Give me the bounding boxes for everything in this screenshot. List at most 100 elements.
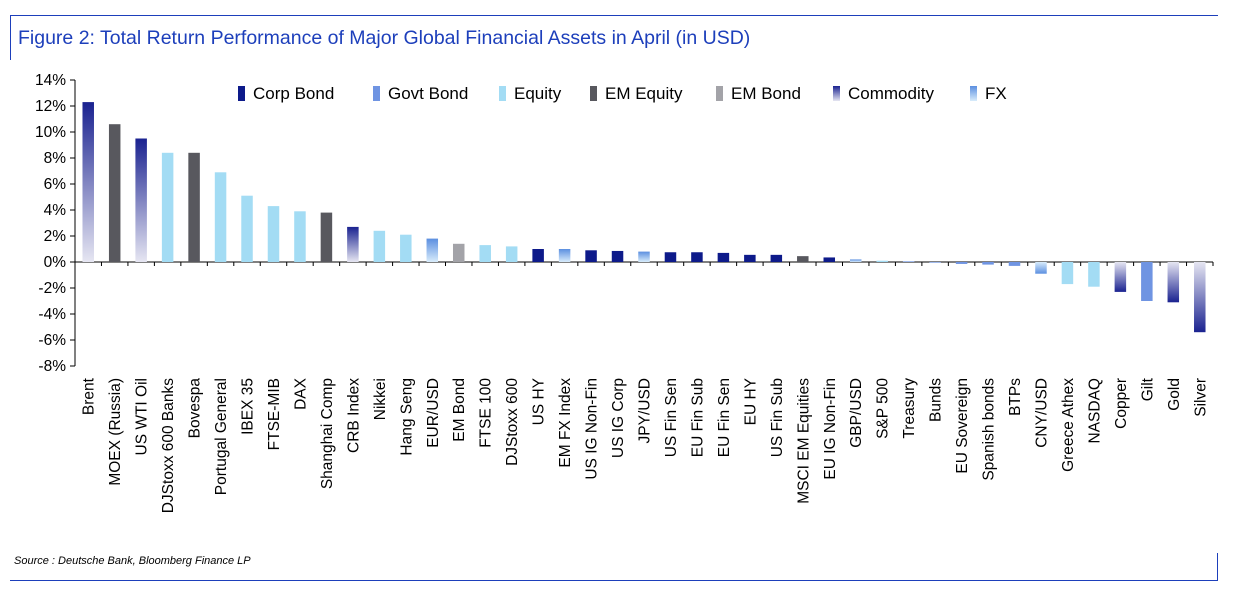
x-label-em-fx-index: EM FX Index <box>557 378 574 468</box>
bar-eu-sovereign <box>955 262 968 264</box>
bar-em-fx-index <box>558 249 571 262</box>
x-label-djstoxx-600-banks: DJStoxx 600 Banks <box>160 378 177 514</box>
legend-swatch-equity <box>499 86 506 101</box>
x-label-bunds: Bunds <box>928 378 945 422</box>
y-tick-label: 8% <box>44 150 67 167</box>
bar-nasdaq <box>1088 262 1100 287</box>
bar-treasury <box>902 261 915 262</box>
legend-swatch-commodity <box>833 86 840 101</box>
x-label-silver: Silver <box>1192 378 1209 417</box>
y-tick-label: 6% <box>44 176 67 193</box>
legend-label-commodity: Commodity <box>848 84 934 103</box>
bar-ftse-100 <box>479 245 491 262</box>
bar-ibex-35 <box>241 195 253 262</box>
y-tick-label: 14% <box>35 72 66 89</box>
bar-s-p-500 <box>876 260 888 262</box>
bar-us-ig-non-fin <box>585 250 597 262</box>
bar-djstoxx-600 <box>505 246 518 262</box>
x-label-us-hy: US HY <box>531 378 548 425</box>
legend-label-em-equity: EM Equity <box>605 84 683 103</box>
y-tick-label: -6% <box>38 332 66 349</box>
x-label-dax: DAX <box>292 377 309 410</box>
axes: 14% 12% 10% 8% 6% 4% 2% 0% -2% -4% -6% -8% <box>35 72 1214 375</box>
bar-brent <box>82 102 94 262</box>
x-label-s-p-500: S&P 500 <box>875 378 892 439</box>
bar-gold <box>1167 262 1180 303</box>
legend-swatch-fx <box>970 86 977 101</box>
y-tick-label: 2% <box>44 228 67 245</box>
x-label-eu-sovereign: EU Sovereign <box>954 378 971 474</box>
bar-moex-russia <box>108 124 121 262</box>
x-label-eur-usd: EUR/USD <box>425 378 442 448</box>
bar-us-fin-sen <box>664 252 677 262</box>
x-label-cny-usd: CNY/USD <box>1033 378 1050 448</box>
y-tick-label: -4% <box>38 306 66 323</box>
x-label-brent: Brent <box>81 377 98 415</box>
legend-swatch-govt-bond <box>373 86 380 101</box>
chart-title: Figure 2: Total Return Performance of Ma… <box>18 27 751 49</box>
bars <box>82 102 1206 333</box>
x-label-us-ig-corp: US IG Corp <box>610 378 627 458</box>
y-tick-label: 0% <box>44 254 67 271</box>
x-label-gilt: Gilt <box>1139 377 1156 401</box>
bar-eu-fin-sub <box>691 252 703 262</box>
bar-us-wti-oil <box>135 138 147 262</box>
x-label-jpy-usd: JPY/USD <box>637 378 654 443</box>
x-label-us-fin-sub: US Fin Sub <box>769 378 786 457</box>
x-label-gold: Gold <box>1166 378 1183 411</box>
bar-eu-fin-sen <box>717 252 730 262</box>
frame-top-border <box>10 15 1218 16</box>
bar-msci-em-equities <box>797 256 809 262</box>
x-label-eu-ig-non-fin: EU IG Non-Fin <box>822 378 839 480</box>
bar-gbp-usd <box>849 259 862 262</box>
x-label-spanish-bonds: Spanish bonds <box>981 378 998 481</box>
bar-eu-ig-non-fin <box>823 257 836 262</box>
x-label-msci-em-equities: MSCI EM Equities <box>795 378 812 504</box>
x-label-djstoxx-600: DJStoxx 600 <box>504 378 521 466</box>
bar-cny-usd <box>1035 262 1047 274</box>
x-label-ibex-35: IBEX 35 <box>240 378 257 435</box>
legend-swatch-corp-bond <box>238 86 245 101</box>
x-label-us-wti-oil: US WTI Oil <box>134 378 151 456</box>
x-label-moex-russia: MOEX (Russia) <box>107 378 124 486</box>
x-label-eu-fin-sub: EU Fin Sub <box>689 378 706 457</box>
x-label-portugal-general: Portugal General <box>213 378 230 495</box>
bar-bunds <box>929 262 941 263</box>
x-label-btps: BTPs <box>1007 378 1024 416</box>
frame-bottom-border <box>10 580 1218 581</box>
x-label-bovespa: Bovespa <box>187 378 204 439</box>
x-label-us-fin-sen: US Fin Sen <box>663 378 680 457</box>
bar-btps <box>1008 262 1021 266</box>
legend-label-govt-bond: Govt Bond <box>388 84 468 103</box>
bar-greece-athex <box>1061 262 1074 285</box>
bar-chart: 14% 12% 10% 8% 6% 4% 2% 0% -2% -4% -6% -8% Corp Bon… <box>35 72 1214 514</box>
bar-silver <box>1194 262 1206 333</box>
y-tick-label: 10% <box>35 124 66 141</box>
x-label-nasdaq: NASDAQ <box>1086 378 1103 443</box>
x-label-ftse-mib: FTSE-MIB <box>266 378 283 450</box>
bar-crb-index <box>347 226 359 262</box>
legend-swatch-em-bond <box>716 86 723 101</box>
bar-ftse-mib <box>267 206 280 262</box>
x-label-us-ig-non-fin: US IG Non-Fin <box>584 378 601 480</box>
x-label-hang-seng: Hang Seng <box>398 378 415 456</box>
x-label-nikkei: Nikkei <box>372 378 389 420</box>
legend-label-equity: Equity <box>514 84 562 103</box>
y-tick-label: 4% <box>44 202 67 219</box>
frame-left-border <box>10 15 11 60</box>
x-label-shanghai-comp: Shanghai Comp <box>319 378 336 489</box>
x-label-copper: Copper <box>1113 378 1130 429</box>
y-tick-label: 12% <box>35 98 66 115</box>
source-note: Source : Deutsche Bank, Bloomberg Financ… <box>14 555 251 567</box>
bar-bovespa <box>188 152 200 262</box>
bar-gilt <box>1141 262 1153 301</box>
x-label-eu-hy: EU HY <box>742 378 759 425</box>
x-label-greece-athex: Greece Athex <box>1060 378 1077 472</box>
bar-spanish-bonds <box>982 262 994 265</box>
bar-hang-seng <box>400 234 412 262</box>
legend: Corp Bond Govt Bond Equity EM Equity EM Bond… <box>238 84 1007 103</box>
bar-us-ig-corp <box>611 250 624 262</box>
bar-dax <box>294 211 306 262</box>
y-tick-label: -8% <box>38 358 66 375</box>
x-label-eu-fin-sen: EU Fin Sen <box>716 378 733 457</box>
